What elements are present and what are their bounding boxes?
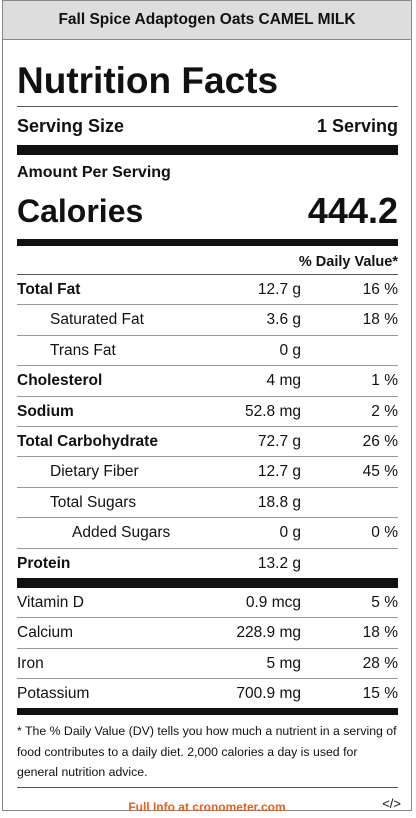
nutrient-amount: 4 mg bbox=[266, 372, 301, 390]
nutrient-name: Total Fat bbox=[17, 281, 81, 298]
nutrient-dv: 18 % bbox=[362, 624, 398, 642]
footnote: * The % Daily Value (DV) tells you how m… bbox=[17, 715, 398, 789]
nutrient-amount: 72.7 g bbox=[257, 432, 301, 450]
nutrient-dv: 0 % bbox=[371, 524, 398, 542]
nutrient-row: Cholesterol 4 mg 1 % bbox=[17, 366, 398, 397]
nutrient-row: Dietary Fiber 12.7 g 45 % bbox=[17, 457, 398, 488]
nutrient-name: Cholesterol bbox=[17, 372, 103, 390]
nutrient-amount: 0 g bbox=[279, 524, 301, 542]
empty-cell bbox=[301, 549, 398, 578]
nutrient-amount: 18.8 g bbox=[257, 493, 301, 511]
nutrient-name: Protein bbox=[17, 554, 71, 572]
nutrient-row: Potassium 700.9 mg 15 % bbox=[17, 679, 398, 716]
nutrient-row: Protein 13.2 g bbox=[17, 549, 398, 588]
calories-label: Calories bbox=[17, 193, 144, 229]
nutrient-name: Vitamin D bbox=[17, 593, 84, 611]
nutrient-name: Total Sugars bbox=[50, 493, 137, 511]
nutrient-rows: Total Fat 12.7 g 16 % Saturated Fat 3.6 g 18 … bbox=[17, 275, 398, 588]
nutrient-row: Saturated Fat 3.6 g 18 % bbox=[17, 305, 398, 336]
nutrient-dv: 16 % bbox=[362, 281, 398, 298]
nutrient-name: Trans Fat bbox=[50, 341, 116, 359]
label-header: Fall Spice Adaptogen Oats CAMEL MILK bbox=[3, 1, 411, 40]
nutrient-amount: 228.9 mg bbox=[236, 624, 301, 642]
nutrient-name: Iron bbox=[17, 654, 44, 672]
nutrient-row: Total Sugars 18.8 g bbox=[17, 488, 398, 519]
nutrient-name: Calcium bbox=[17, 624, 73, 642]
nutrient-dv: 18 % bbox=[362, 311, 398, 329]
serving-row: Serving Size 1 Serving bbox=[17, 107, 398, 155]
nutrient-row: Calcium 228.9 mg 18 % bbox=[17, 618, 398, 649]
nutrient-name: Saturated Fat bbox=[50, 311, 144, 329]
nutrient-row: Vitamin D 0.9 mcg 5 % bbox=[17, 588, 398, 619]
empty-cell bbox=[301, 488, 398, 517]
nutrient-dv: 5 % bbox=[371, 593, 398, 611]
nutrient-amount: 700.9 mg bbox=[236, 685, 301, 703]
nutrient-amount: 13.2 g bbox=[257, 554, 301, 572]
calories-row: Calories 444.2 bbox=[17, 191, 398, 246]
nutrient-amount: 0 g bbox=[279, 341, 301, 359]
embed-button[interactable]: </> bbox=[382, 796, 401, 812]
amount-per-serving: Amount Per Serving bbox=[17, 164, 171, 181]
serving-value: 1 Serving bbox=[316, 116, 398, 136]
nutrient-amount: 12.7 g bbox=[257, 463, 301, 481]
nutrient-amount: 5 mg bbox=[266, 654, 301, 672]
nutrient-amount: 52.8 mg bbox=[244, 402, 301, 420]
nutrient-name: Total Carbohydrate bbox=[17, 432, 158, 450]
nutrient-row: Added Sugars 0 g 0 % bbox=[17, 518, 398, 549]
info-link[interactable]: Full Info at cronometer.com bbox=[128, 800, 286, 815]
nutrient-amount: 0.9 mcg bbox=[245, 593, 301, 611]
nutrient-amount: 12.7 g bbox=[257, 281, 301, 298]
dv-header: % Daily Value* bbox=[17, 246, 398, 275]
footer: Full Info at cronometer.com </> bbox=[3, 788, 411, 818]
nutrient-row: Sodium 52.8 mg 2 % bbox=[17, 397, 398, 427]
nutrient-row: Total Fat 12.7 g 16 % bbox=[17, 275, 398, 306]
nutrient-row: Trans Fat 0 g bbox=[17, 336, 398, 367]
label-body: Nutrition Facts Serving Size 1 Serving Am… bbox=[3, 40, 411, 789]
micronutrient-rows: Vitamin D 0.9 mcg 5 % Calcium 228.9 mg 18 % Ir… bbox=[17, 588, 398, 716]
serving-label: Serving Size bbox=[17, 116, 125, 136]
label-title: Nutrition Facts bbox=[17, 40, 398, 107]
nutrient-dv: 2 % bbox=[371, 402, 398, 420]
calories-value: 444.2 bbox=[307, 190, 398, 231]
nutrient-dv: 28 % bbox=[362, 654, 398, 672]
nutrient-dv: 26 % bbox=[362, 432, 398, 450]
nutrient-amount: 3.6 g bbox=[266, 311, 301, 329]
nutrient-dv: 15 % bbox=[362, 685, 398, 703]
nutrient-row: Total Carbohydrate 72.7 g 26 % bbox=[17, 427, 398, 458]
nutrient-row: Iron 5 mg 28 % bbox=[17, 649, 398, 680]
empty-cell bbox=[301, 336, 398, 365]
nutrient-name: Potassium bbox=[17, 685, 90, 703]
nutrient-name: Dietary Fiber bbox=[50, 463, 139, 481]
nutrient-dv: 45 % bbox=[362, 463, 398, 481]
nutrient-name: Added Sugars bbox=[72, 524, 171, 542]
nutrient-dv: 1 % bbox=[371, 372, 398, 390]
nutrient-name: Sodium bbox=[17, 402, 74, 420]
